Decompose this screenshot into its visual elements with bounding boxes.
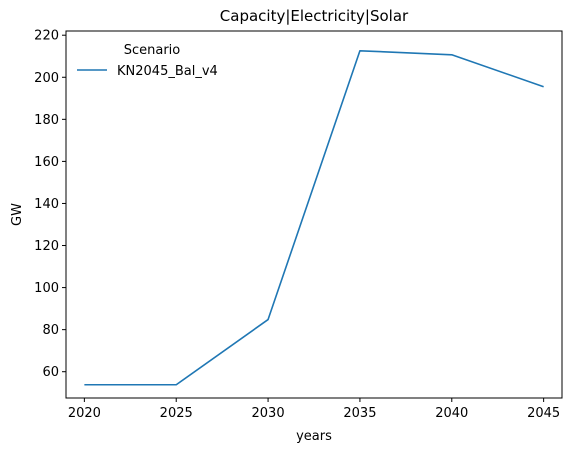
chart-title: Capacity|Electricity|Solar bbox=[220, 7, 409, 25]
x-tick-label: 2045 bbox=[527, 406, 560, 421]
y-tick-label: 60 bbox=[42, 365, 59, 380]
y-tick-label: 140 bbox=[34, 197, 59, 212]
legend-label: KN2045_Bal_v4 bbox=[117, 64, 218, 79]
y-tick-label: 160 bbox=[34, 155, 59, 170]
x-tick-label: 2020 bbox=[68, 406, 101, 421]
y-axis: 60 80 100 120 140 160 180 200 220 bbox=[34, 29, 66, 380]
y-tick-label: 180 bbox=[34, 113, 59, 128]
legend-title: Scenario bbox=[124, 43, 181, 58]
x-tick-label: 2025 bbox=[160, 406, 193, 421]
y-tick-label: 220 bbox=[34, 29, 59, 44]
y-tick-label: 80 bbox=[42, 323, 59, 338]
y-tick-label: 100 bbox=[34, 281, 59, 296]
plot-area bbox=[84, 49, 544, 386]
x-axis: 2020 2025 2030 2035 2040 2045 bbox=[68, 398, 560, 421]
y-tick-label: 120 bbox=[34, 239, 59, 254]
x-tick-label: 2030 bbox=[252, 406, 285, 421]
legend: Scenario KN2045_Bal_v4 bbox=[77, 43, 218, 79]
series-line bbox=[84, 49, 544, 386]
x-tick-label: 2035 bbox=[343, 406, 376, 421]
y-tick-label: 200 bbox=[34, 71, 59, 86]
plot-frame bbox=[65, 30, 563, 399]
x-tick-label: 2040 bbox=[435, 406, 468, 421]
x-axis-label: years bbox=[296, 429, 332, 444]
y-axis-label: GW bbox=[10, 203, 25, 226]
